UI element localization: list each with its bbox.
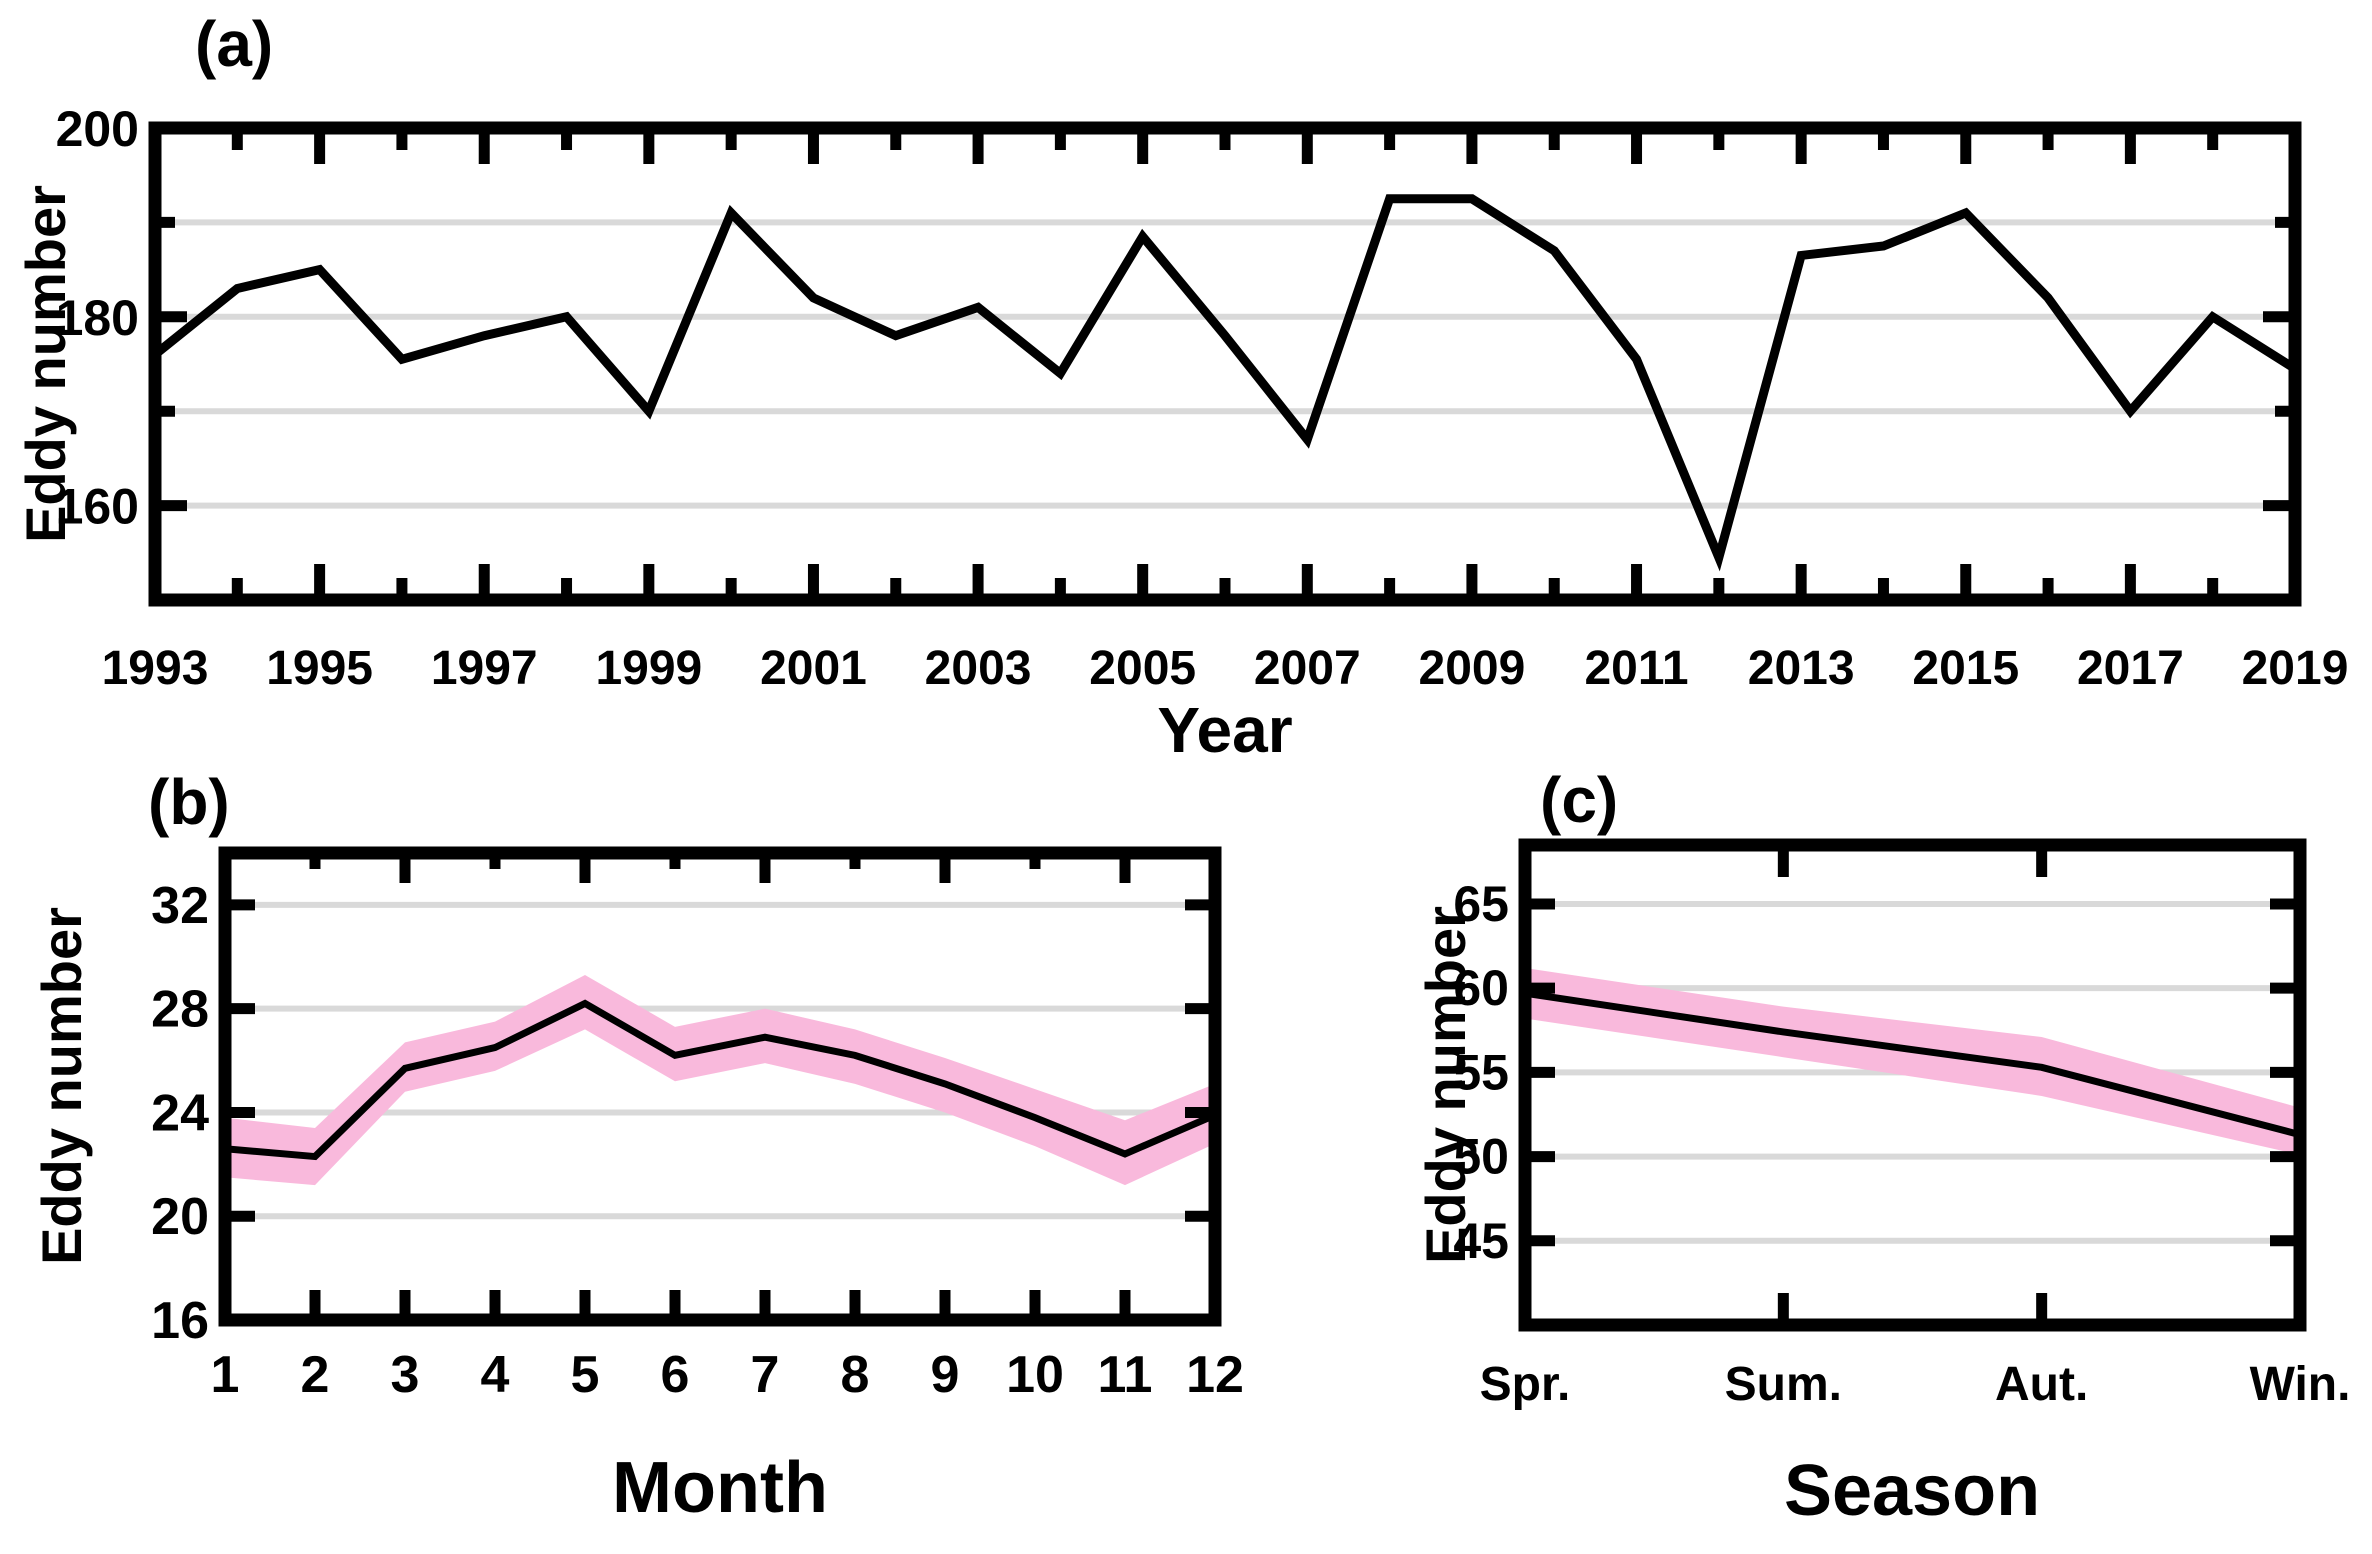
x-tick-label: Sum. <box>1725 1358 1842 1411</box>
y-tick-label: 55 <box>1453 1044 1509 1100</box>
y-tick-label: 160 <box>56 479 139 535</box>
y-tick-label: 180 <box>56 290 139 346</box>
x-tick-label: 6 <box>661 1346 690 1404</box>
y-axis-label-panel-c: Eddy number <box>1414 906 1477 1264</box>
plot-frame-b <box>218 846 1222 1327</box>
y-tick-labels-c: 45 50 55 60 65 <box>1453 876 1509 1269</box>
axis-ticks-a <box>149 122 2301 600</box>
y-axis-label-panel-a: Eddy number <box>14 185 77 543</box>
y-tick-label: 60 <box>1453 960 1509 1016</box>
x-tick-label: Aut. <box>1995 1358 2088 1411</box>
x-tick-label: 2015 <box>1912 642 2019 695</box>
x-tick-label: 2 <box>301 1346 330 1404</box>
y-tick-label: 24 <box>151 1084 209 1142</box>
x-tick-label: 2001 <box>760 642 867 695</box>
x-axis-label-season: Season <box>1783 1451 2041 1531</box>
x-tick-label: 4 <box>481 1346 510 1404</box>
y-tick-label: 28 <box>151 981 209 1039</box>
plot-frame-a <box>148 121 2302 607</box>
panel-letter-b: (b) <box>148 766 230 838</box>
x-tick-labels-b: 1 2 3 4 5 6 7 8 9 10 11 12 <box>211 1346 1244 1404</box>
x-tick-label: 2007 <box>1254 642 1361 695</box>
x-tick-label: 1999 <box>595 642 702 695</box>
x-tick-label: Spr. <box>1480 1358 1571 1411</box>
data-line-b <box>225 999 1215 1161</box>
gridlines-a <box>155 219 2295 509</box>
x-tick-label: 12 <box>1186 1346 1244 1404</box>
y-tick-label: 20 <box>151 1188 209 1246</box>
y-tick-label: 50 <box>1453 1129 1509 1185</box>
y-tick-label: 16 <box>151 1292 209 1350</box>
x-tick-label: 3 <box>391 1346 420 1404</box>
x-tick-label: 1995 <box>266 642 373 695</box>
data-line-c <box>1525 989 2300 1139</box>
x-tick-label: 1993 <box>102 642 209 695</box>
x-tick-labels-a: 1993 1995 1997 1999 2001 2003 2005 2007 2009 2011… <box>102 642 2349 695</box>
x-tick-label: 9 <box>931 1346 960 1404</box>
x-tick-label: 11 <box>1098 1346 1153 1404</box>
y-tick-labels-a: 160 180 200 <box>56 101 139 535</box>
panel-a-yearly-eddy-chart: 1993 1995 1997 1999 2001 2003 2005 2007 2009 2011… <box>56 101 2349 695</box>
x-tick-label: 2009 <box>1419 642 1526 695</box>
x-tick-label: 5 <box>571 1346 600 1404</box>
y-tick-labels-b: 16 20 24 28 32 <box>151 877 209 1350</box>
x-tick-label: 8 <box>841 1346 870 1404</box>
confidence-band-b <box>225 974 1215 1186</box>
y-tick-label: 200 <box>56 101 139 157</box>
x-tick-label: 1997 <box>431 642 538 695</box>
x-tick-label: 2003 <box>925 642 1032 695</box>
y-tick-label: 32 <box>151 877 209 935</box>
data-line-a <box>155 194 2295 572</box>
x-axis-label-month: Month <box>612 1448 828 1528</box>
x-tick-label: 1 <box>211 1346 240 1404</box>
x-tick-label: 2017 <box>2077 642 2184 695</box>
y-tick-label: 45 <box>1453 1213 1509 1269</box>
panel-c-seasonal-eddy-chart: Spr. Sum. Aut. Win. 45 50 55 60 65 <box>1453 838 2351 1411</box>
x-tick-label: 10 <box>1006 1346 1064 1404</box>
y-tick-label: 65 <box>1453 876 1509 932</box>
x-axis-label-year: Year <box>1157 694 1293 766</box>
panel-letter-a: (a) <box>195 8 274 80</box>
plot-frame-c <box>1518 838 2307 1332</box>
x-tick-label: 7 <box>751 1346 780 1404</box>
x-tick-labels-c: Spr. Sum. Aut. Win. <box>1480 1358 2351 1411</box>
x-tick-label: 2019 <box>2242 642 2349 695</box>
y-axis-label-panel-b: Eddy number <box>30 907 93 1265</box>
panel-letter-c: (c) <box>1540 764 1619 836</box>
x-tick-label: 2005 <box>1089 642 1196 695</box>
x-tick-label: Win. <box>2250 1358 2351 1411</box>
x-tick-label: 2013 <box>1748 642 1855 695</box>
x-tick-label: 2011 <box>1584 642 1688 695</box>
confidence-band-c <box>1525 967 2300 1155</box>
